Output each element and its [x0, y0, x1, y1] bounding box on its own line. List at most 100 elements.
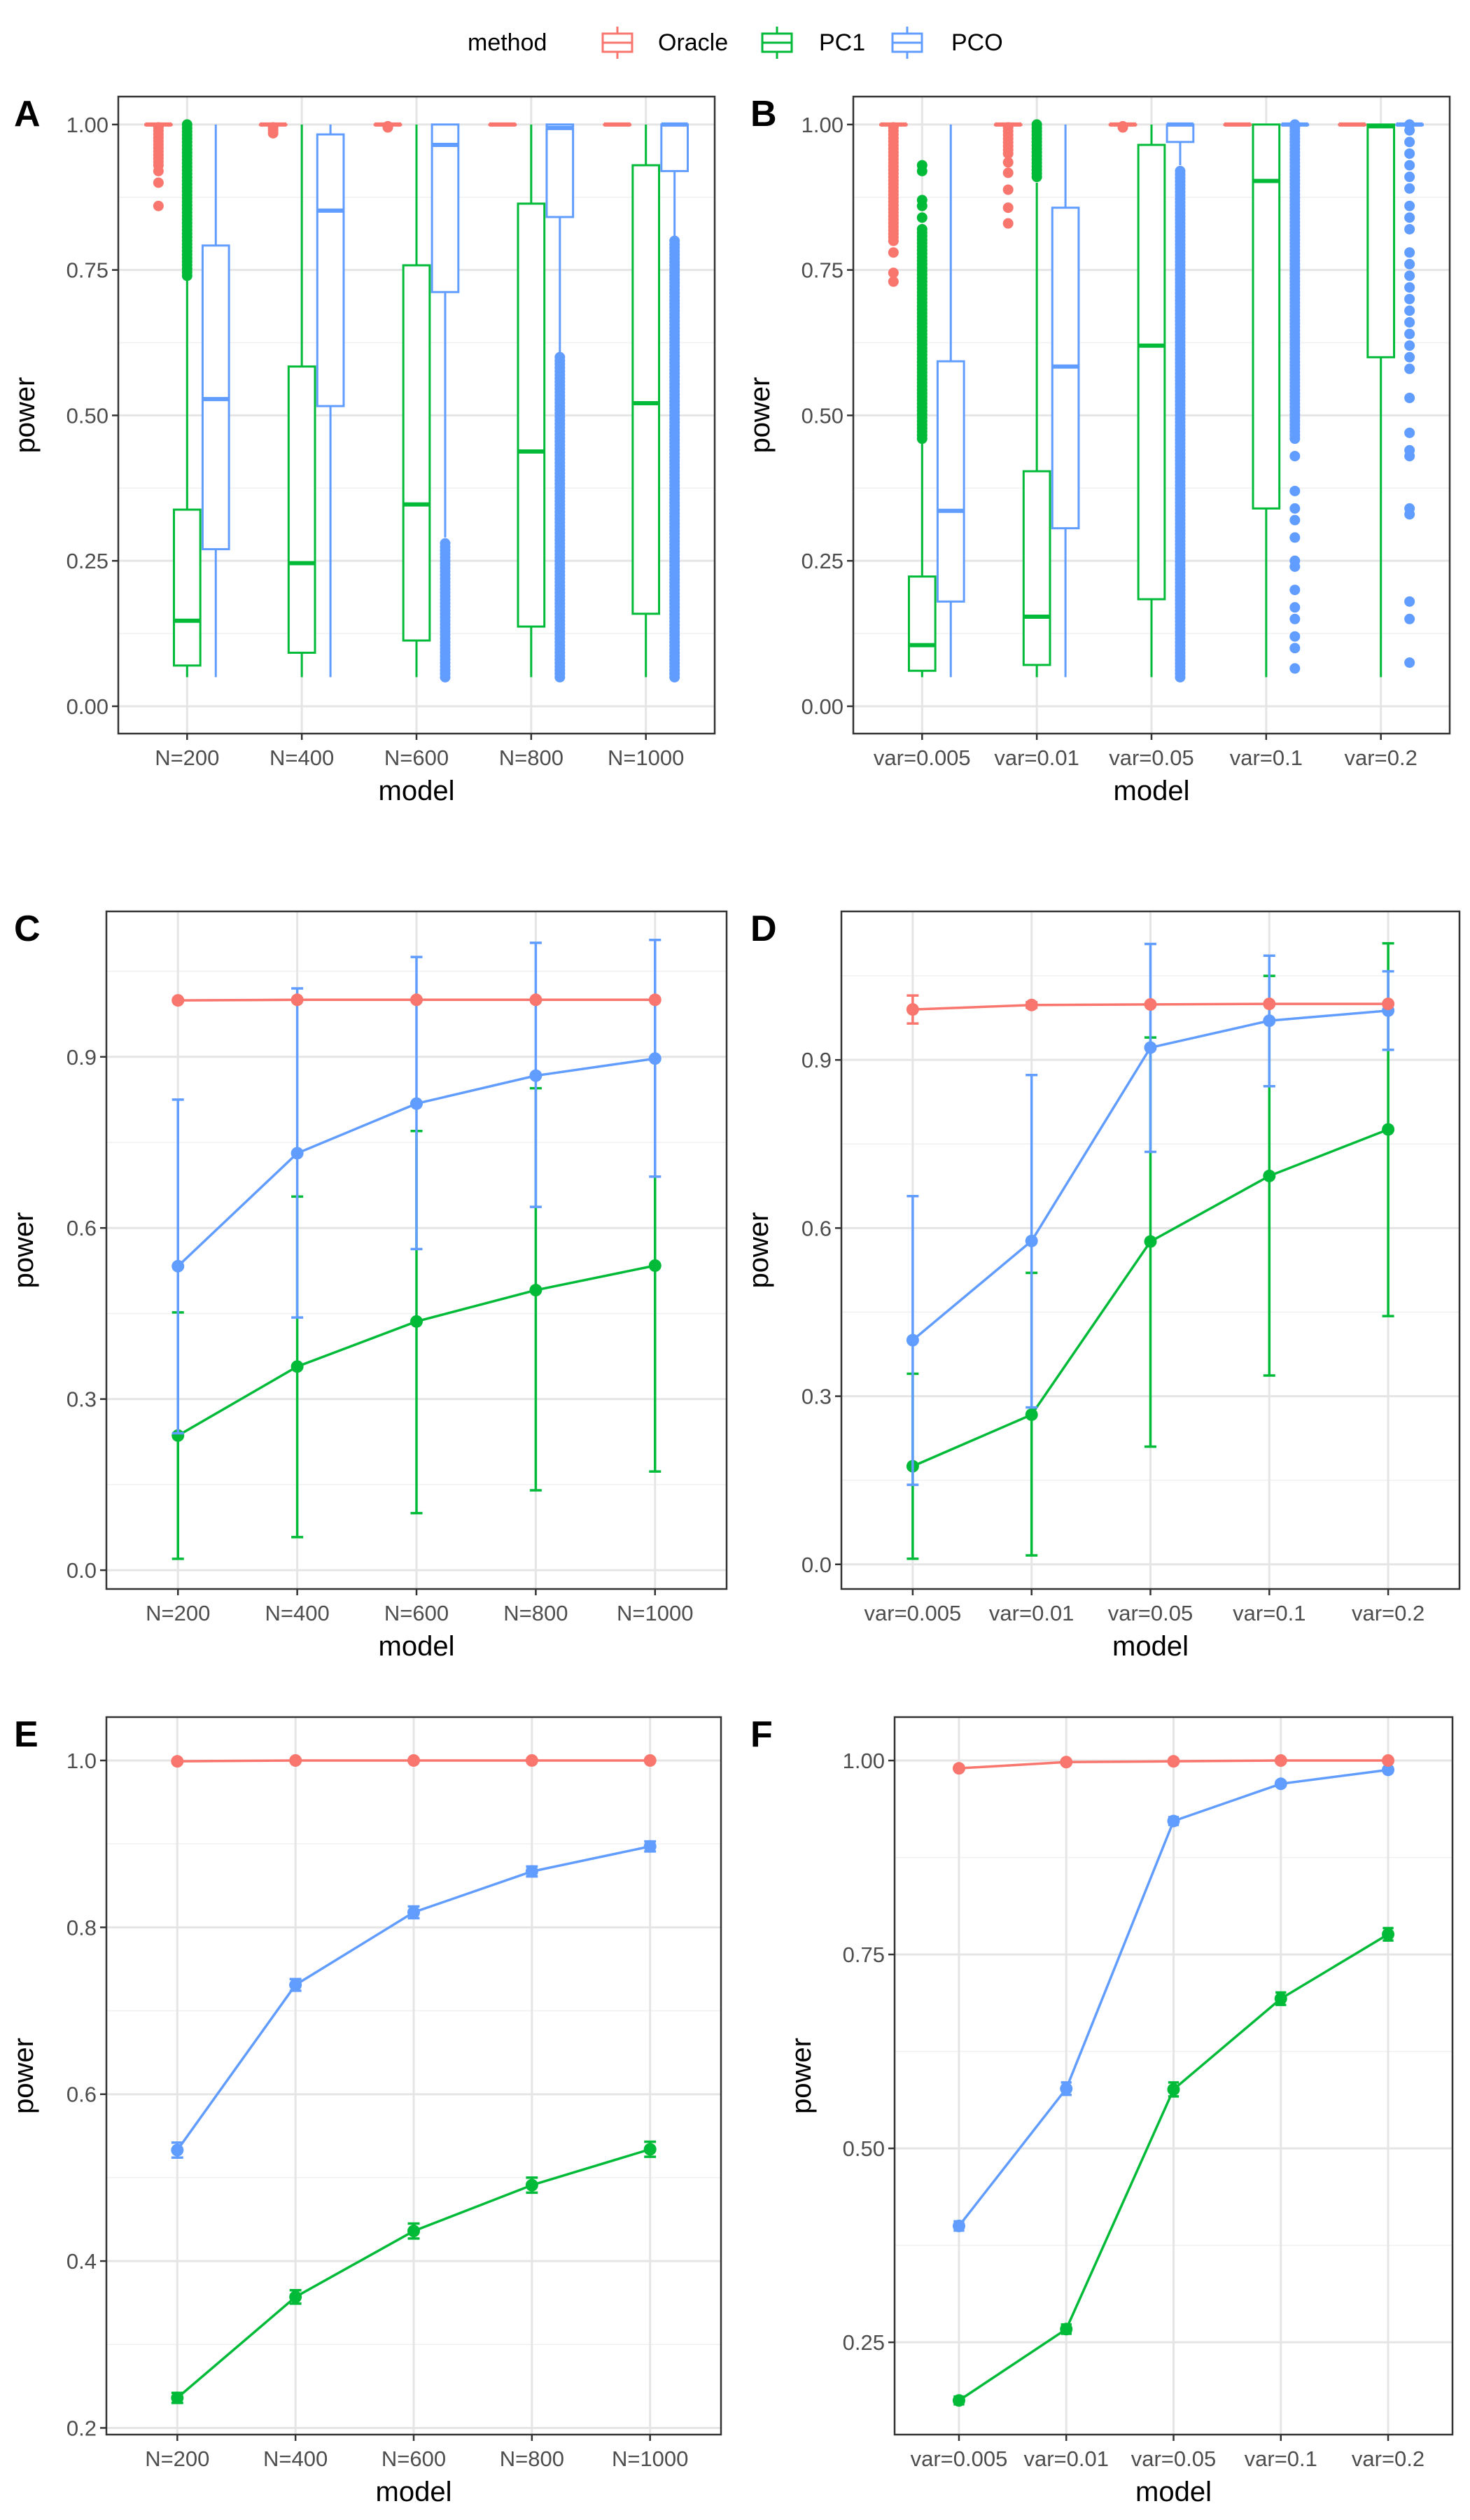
x-tick-label: N=200 [146, 1601, 210, 1625]
boxplot-pc1 [1022, 119, 1051, 678]
box [660, 123, 689, 172]
data-point [1382, 1123, 1395, 1136]
data-point [648, 1052, 662, 1065]
y-tick-label: 0.2 [66, 2416, 97, 2440]
outlier-point [153, 122, 164, 133]
y-tick-label: 0.0 [802, 1553, 832, 1577]
x-tick-label: var=0.2 [1352, 2446, 1424, 2471]
data-point [906, 1003, 919, 1016]
series-pco [952, 1763, 1395, 2232]
series-oracle [171, 1754, 657, 1768]
boxplot-pco [430, 123, 460, 682]
data-point [289, 1978, 302, 1991]
data-point [172, 994, 185, 1007]
x-tick-label: N=400 [263, 2446, 328, 2471]
data-point [410, 1315, 423, 1328]
x-axis-title: model [379, 1631, 455, 1662]
box [287, 365, 316, 654]
boxplot-pc1 [1252, 123, 1281, 678]
outlier-point [1117, 120, 1128, 132]
outlier-point [1175, 165, 1186, 176]
outlier-point [888, 267, 899, 279]
boxplot-pc1 [1366, 123, 1396, 678]
boxplot-pco [1166, 122, 1195, 682]
outlier-point [1404, 183, 1415, 194]
data-point [1167, 1814, 1180, 1828]
data-point [1025, 998, 1038, 1011]
series-oracle [906, 994, 1395, 1025]
data-point [529, 1069, 542, 1082]
data-point [407, 1905, 420, 1919]
data-point [525, 1754, 538, 1767]
box [631, 164, 661, 615]
y-tick-label: 0.75 [66, 258, 108, 283]
y-tick-label: 0.9 [802, 1048, 832, 1072]
data-point [1167, 1755, 1180, 1768]
panel-letter: F [750, 1714, 773, 1755]
x-tick-label: var=0.2 [1345, 746, 1418, 770]
data-point [407, 1754, 420, 1767]
data-point [1060, 2323, 1073, 2336]
outlier-point [1289, 119, 1301, 130]
y-axis-title: power [745, 377, 776, 454]
outlier-point [1002, 122, 1014, 133]
outlier-point [1404, 247, 1415, 258]
outlier-point [554, 351, 566, 363]
outlier-point [1031, 119, 1042, 130]
box [1252, 123, 1281, 510]
y-tick-label: 0.25 [66, 549, 108, 573]
boxplot-pco [1280, 119, 1310, 674]
legend-label: PCO [951, 29, 1003, 56]
boxplot-pco [936, 124, 965, 678]
y-tick-label: 1.00 [66, 113, 108, 137]
panel-c: 0.0 0.3 0.6 0.9 N=200 N=400 N=600 N=800 N=1000 mo… [8, 909, 728, 1662]
outlier-point [1404, 200, 1415, 211]
boxplot-pco [545, 123, 575, 682]
boxplot-pc1 [517, 124, 546, 678]
outlier-point [888, 247, 899, 258]
panel-d: 0.0 0.3 0.6 0.9 var=0.005 var=0.01 var=0.05 var… [743, 909, 1461, 1662]
outlier-point [1002, 202, 1014, 214]
box [316, 133, 345, 407]
outlier-point [267, 122, 279, 133]
data-point [643, 1754, 657, 1767]
series-pco [906, 942, 1395, 1486]
x-axis-title: model [1135, 2477, 1212, 2507]
y-tick-label: 0.50 [66, 403, 108, 428]
x-tick-label: N=200 [145, 2446, 209, 2471]
y-tick-label: 0.75 [843, 1942, 885, 1967]
boxplot-pc1 [907, 160, 937, 678]
x-tick-label: N=1000 [612, 2446, 688, 2471]
outlier-point [1404, 282, 1415, 293]
y-axis-title: power [743, 1212, 774, 1289]
y-axis-title: power [786, 2038, 817, 2114]
outlier-point [1404, 392, 1415, 403]
y-axis-title: power [8, 2038, 39, 2114]
x-tick-label: N=200 [155, 746, 219, 770]
x-tick-label: N=600 [384, 746, 449, 770]
x-tick-label: var=0.1 [1245, 2446, 1317, 2471]
data-point [1274, 1754, 1287, 1768]
y-tick-label: 0.25 [802, 549, 844, 573]
y-tick-label: 0.9 [66, 1045, 97, 1070]
boxplot-oracle [373, 120, 402, 133]
data-point [1382, 1763, 1395, 1777]
series-pco [171, 1840, 657, 2160]
outlier-point [1404, 657, 1415, 668]
data-point [290, 1147, 304, 1160]
outlier-point [1289, 514, 1301, 526]
data-point [172, 1259, 185, 1273]
y-tick-label: 0.4 [66, 2249, 97, 2274]
boxplot-oracle [258, 122, 288, 139]
outlier-point [1404, 503, 1415, 514]
data-point [529, 993, 542, 1007]
boxplot-pc1 [1137, 124, 1166, 678]
series-pc1 [172, 119, 661, 678]
legend-entry-pc1: PC1 [761, 27, 865, 59]
y-tick-label: 0.6 [802, 1216, 832, 1240]
x-tick-label: N=400 [265, 1601, 330, 1625]
outlier-point [888, 122, 899, 133]
panel-e: 0.2 0.4 0.6 0.8 1.0 N=200 N=400 N=600 N=800 N=100… [8, 1714, 722, 2507]
outlier-point [1404, 258, 1415, 270]
y-tick-label: 0.50 [843, 2136, 885, 2161]
